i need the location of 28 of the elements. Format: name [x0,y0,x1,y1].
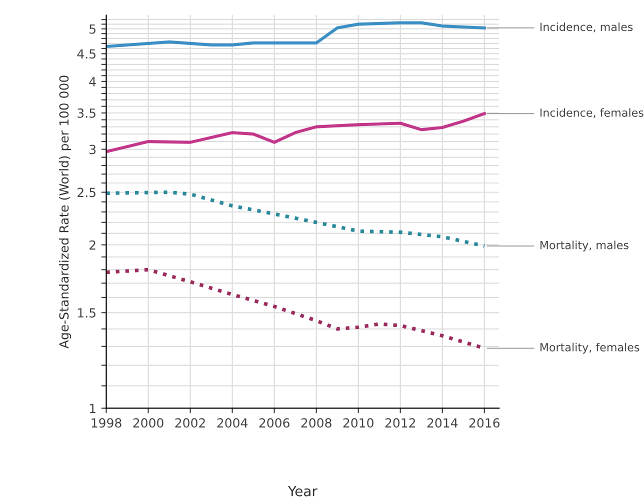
text: Incidence, females [540,108,644,118]
y-tick-label: 4 [89,77,96,86]
text: Mortality, females [540,342,640,354]
x-tick-label: 2000 [133,418,164,428]
x-tick-label: 2002 [175,418,205,428]
y-tick-label: 1 [90,404,96,413]
x-tick-label: 2014 [427,418,458,428]
y-tick-label: 3 [90,144,96,154]
x-tick-label: 2010 [343,418,374,428]
y-tick-label: 3.5 [78,108,96,118]
x-tick-label: 1998 [92,418,122,428]
line-series [106,190,486,248]
y-tick-label: 2.5 [78,188,96,198]
x-tick-label: 2008 [301,418,332,428]
x-axis-title: Year [288,486,318,496]
y-axis-title: Age-Standardized Rate (World) per 100 000 [59,76,72,348]
line-series [106,112,486,154]
x-tick-label: 2004 [217,418,248,428]
y-tick-label: 2 [90,240,96,250]
text: Mortality, males [540,240,628,252]
x-tick-label: 2016 [469,418,500,428]
text: Incidence, males [540,22,633,32]
x-tick-label: 2006 [259,418,290,428]
y-tick-label: 5 [90,24,96,34]
y-tick-label: 4.5 [77,49,96,59]
line-series [106,21,486,48]
y-tick-label: 1.5 [78,308,96,318]
x-tick-label: 2012 [385,418,416,428]
